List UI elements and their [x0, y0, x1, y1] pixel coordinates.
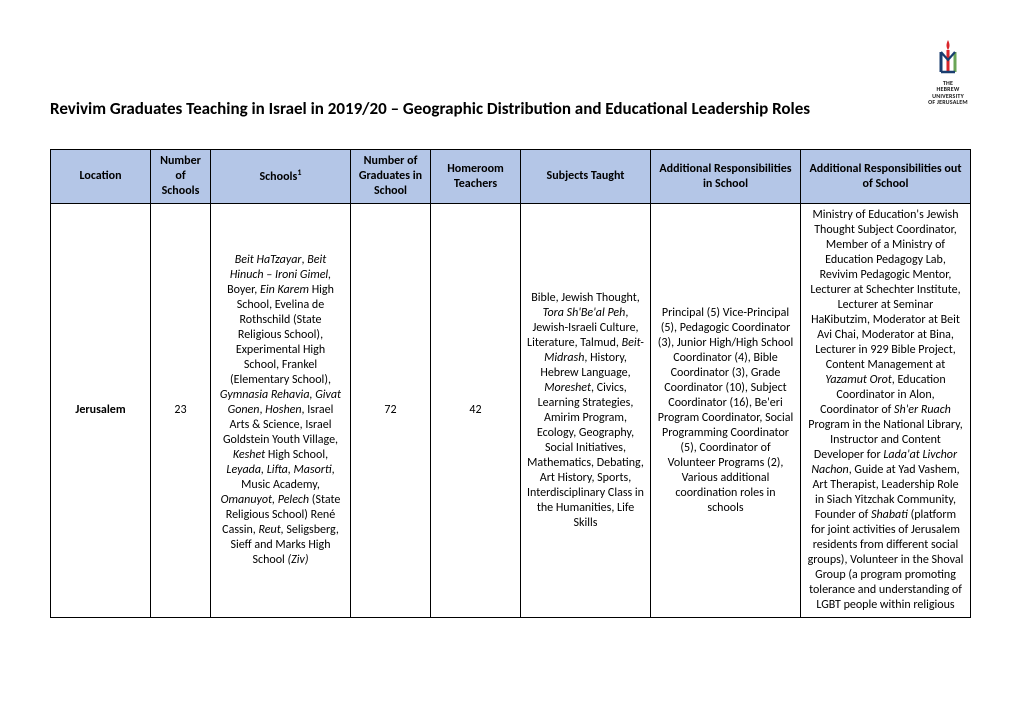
logo-mark-icon [933, 38, 963, 78]
col-resp-out: Additional Responsibilities out of Schoo… [801, 150, 971, 204]
col-resp-in: Additional Responsibilities in School [651, 150, 801, 204]
cell-resp-in: Principal (5) Vice-Principal (5), Pedago… [651, 204, 801, 618]
cell-location: Jerusalem [51, 204, 151, 618]
col-subjects: Subjects Taught [521, 150, 651, 204]
cell-homeroom: 42 [431, 204, 521, 618]
cell-schools: Beit HaTzayar, Beit Hinuch – Ironi Gimel… [211, 204, 351, 618]
cell-resp-out: Ministry of Education's Jewish Thought S… [801, 204, 971, 618]
col-schools-label: Schools [259, 170, 297, 184]
page-title: Revivim Graduates Teaching in Israel in … [50, 98, 970, 119]
cell-num-graduates: 72 [351, 204, 431, 618]
col-schools: Schools1 [211, 150, 351, 204]
table-header-row: Location Number of Schools Schools1 Numb… [51, 150, 971, 204]
logo-text: THE HEBREW UNIVERSITY OF JERUSALEM [920, 80, 976, 105]
university-logo: THE HEBREW UNIVERSITY OF JERUSALEM [920, 38, 976, 105]
table-row: Jerusalem 23 Beit HaTzayar, Beit Hinuch … [51, 204, 971, 618]
footnote-1-icon: 1 [297, 168, 301, 178]
cell-subjects: Bible, Jewish Thought, Tora Sh'Be'al Peh… [521, 204, 651, 618]
cell-num-schools: 23 [151, 204, 211, 618]
col-num-schools: Number of Schools [151, 150, 211, 204]
col-location: Location [51, 150, 151, 204]
col-homeroom: Homeroom Teachers [431, 150, 521, 204]
graduates-table: Location Number of Schools Schools1 Numb… [50, 149, 971, 618]
col-num-graduates: Number of Graduates in School [351, 150, 431, 204]
